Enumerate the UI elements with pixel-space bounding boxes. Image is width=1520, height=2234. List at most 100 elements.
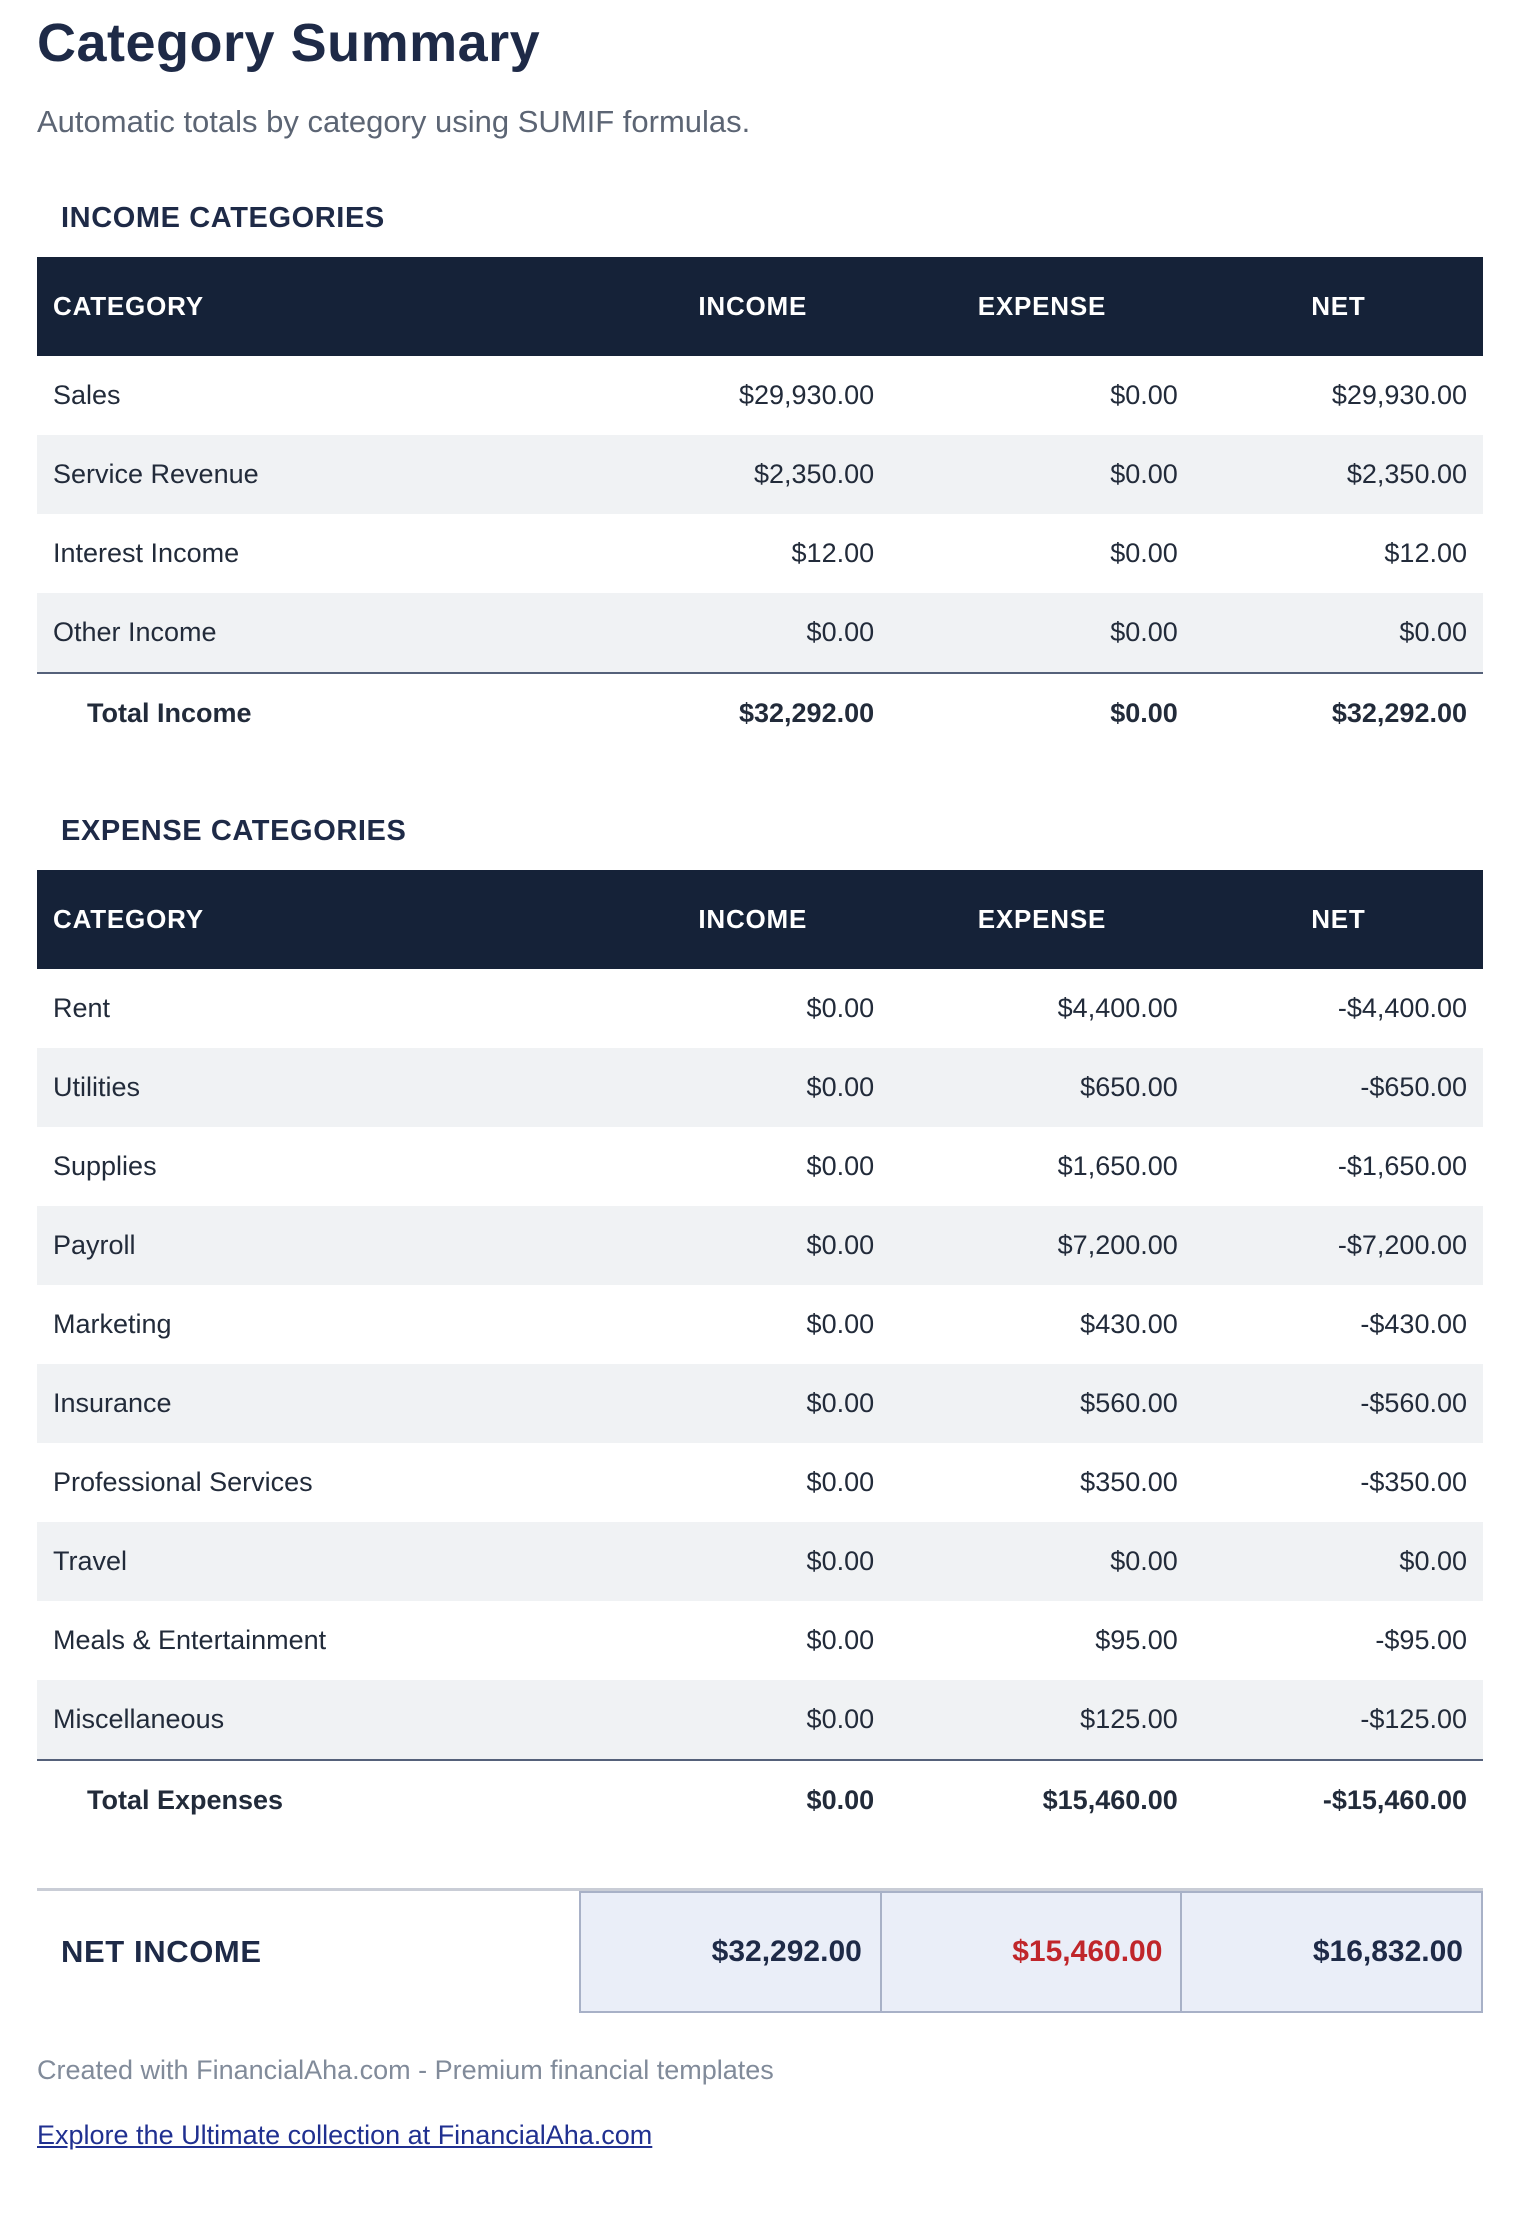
- income-section-heading: INCOME CATEGORIES: [61, 202, 385, 234]
- expense-cell: $0.00: [890, 435, 1194, 514]
- total-label: Total Income: [37, 672, 616, 753]
- income-cell: $0.00: [806, 1467, 875, 1497]
- column-header-expense: EXPENSE: [890, 870, 1194, 969]
- income-cell: $29,930.00: [738, 380, 875, 410]
- table-row: Miscellaneous $0.00 $125.00 -$125.00: [37, 1680, 1483, 1760]
- net-cell: $12.00: [1384, 538, 1467, 568]
- income-cell: $12.00: [791, 538, 875, 568]
- net-income-cells: $32,292.00 $15,460.00 $16,832.00: [579, 1891, 1483, 2013]
- net-cell: -$560.00: [1193, 1364, 1483, 1443]
- category-cell: Miscellaneous: [37, 1680, 616, 1760]
- net-cell: -$125.00: [1193, 1680, 1483, 1760]
- expense-cell: $0.00: [1110, 380, 1178, 410]
- income-cell: $0.00: [806, 1625, 875, 1655]
- table-row: Other Income $0.00 $0.00 $0.00: [37, 593, 1483, 673]
- table-row: Payroll $0.00 $7,200.00 -$7,200.00: [37, 1206, 1483, 1285]
- table-row: Sales $29,930.00 $0.00 $29,930.00: [37, 356, 1483, 435]
- net-cell: -$430.00: [1360, 1309, 1467, 1339]
- expense-cell: $0.00: [890, 593, 1194, 673]
- category-cell: Sales: [53, 380, 121, 410]
- expense-cell: $650.00: [890, 1048, 1194, 1127]
- category-cell: Meals & Entertainment: [53, 1625, 327, 1655]
- expense-cell: $0.00: [1110, 538, 1178, 568]
- total-income-row: Total Income $32,292.00 $0.00 $32,292.00: [37, 672, 1483, 753]
- column-header-category: CATEGORY: [37, 257, 616, 356]
- net-cell: $2,350.00: [1193, 435, 1483, 514]
- table-row: Utilities $0.00 $650.00 -$650.00: [37, 1048, 1483, 1127]
- column-header-expense: EXPENSE: [890, 257, 1194, 356]
- income-categories-table: CATEGORY INCOME EXPENSE NET Sales $29,93…: [37, 257, 1483, 753]
- expense-section-heading: EXPENSE CATEGORIES: [61, 815, 407, 847]
- income-cell: $0.00: [615, 1522, 891, 1601]
- expense-table-header: CATEGORY INCOME EXPENSE NET: [37, 870, 1483, 969]
- total-expenses-row: Total Expenses $0.00 $15,460.00 -$15,460…: [37, 1759, 1483, 1840]
- table-row: Marketing $0.00 $430.00 -$430.00: [37, 1285, 1483, 1364]
- expense-cell: $430.00: [1080, 1309, 1178, 1339]
- page-title: Category Summary: [37, 13, 541, 73]
- net-income-row: NET INCOME $32,292.00 $15,460.00 $16,832…: [37, 1888, 1483, 2013]
- income-cell: $0.00: [615, 1048, 891, 1127]
- total-net-value: $32,292.00: [1193, 672, 1483, 753]
- category-cell: Other Income: [37, 593, 616, 673]
- net-income-net-value: $16,832.00: [1180, 1893, 1481, 2011]
- expense-cell: $350.00: [1080, 1467, 1178, 1497]
- expense-categories-table: CATEGORY INCOME EXPENSE NET Rent $0.00 $…: [37, 870, 1483, 1840]
- column-header-net: NET: [1193, 257, 1483, 356]
- table-row: Interest Income $12.00 $0.00 $12.00: [37, 514, 1483, 593]
- column-header-income: INCOME: [615, 257, 891, 356]
- category-cell: Marketing: [53, 1309, 172, 1339]
- income-cell: $0.00: [806, 1309, 875, 1339]
- table-row: Professional Services $0.00 $350.00 -$35…: [37, 1443, 1483, 1522]
- total-income-value: $32,292.00: [615, 672, 891, 753]
- category-cell: Service Revenue: [37, 435, 616, 514]
- expense-cell: $4,400.00: [1057, 993, 1178, 1023]
- footer-note: Created with FinancialAha.com - Premium …: [37, 2055, 774, 2085]
- category-cell: Travel: [37, 1522, 616, 1601]
- category-cell: Interest Income: [53, 538, 240, 568]
- page-subtitle: Automatic totals by category using SUMIF…: [37, 104, 751, 139]
- net-cell: -$4,400.00: [1337, 993, 1467, 1023]
- footer-link[interactable]: Explore the Ultimate collection at Finan…: [37, 2120, 653, 2150]
- income-table-header: CATEGORY INCOME EXPENSE NET: [37, 257, 1483, 356]
- table-row: Supplies $0.00 $1,650.00 -$1,650.00: [37, 1127, 1483, 1206]
- category-cell: Rent: [53, 993, 111, 1023]
- total-expense-value: $0.00: [890, 672, 1194, 753]
- net-cell: $29,930.00: [1331, 380, 1467, 410]
- net-income-total-expense: $15,460.00: [879, 1893, 1181, 2011]
- income-cell: $2,350.00: [615, 435, 891, 514]
- net-cell: -$1,650.00: [1337, 1151, 1467, 1181]
- table-row: Insurance $0.00 $560.00 -$560.00: [37, 1364, 1483, 1443]
- column-header-net: NET: [1193, 870, 1483, 969]
- category-cell: Insurance: [37, 1364, 616, 1443]
- total-net-value: -$15,460.00: [1193, 1759, 1483, 1840]
- expense-cell: $0.00: [890, 1522, 1194, 1601]
- net-income-label: NET INCOME: [61, 1934, 262, 1969]
- income-cell: $0.00: [615, 593, 891, 673]
- income-cell: $0.00: [615, 1206, 891, 1285]
- category-cell: Supplies: [53, 1151, 157, 1181]
- expense-cell: $560.00: [890, 1364, 1194, 1443]
- category-cell: Utilities: [37, 1048, 616, 1127]
- category-cell: Professional Services: [53, 1467, 313, 1497]
- column-header-income: INCOME: [615, 870, 891, 969]
- income-cell: $0.00: [806, 993, 875, 1023]
- net-cell: -$95.00: [1375, 1625, 1467, 1655]
- income-cell: $0.00: [615, 1364, 891, 1443]
- net-cell: -$7,200.00: [1193, 1206, 1483, 1285]
- table-row: Travel $0.00 $0.00 $0.00: [37, 1522, 1483, 1601]
- total-label: Total Expenses: [37, 1759, 616, 1840]
- table-row: Rent $0.00 $4,400.00 -$4,400.00: [37, 969, 1483, 1048]
- expense-cell: $1,650.00: [1057, 1151, 1178, 1181]
- column-header-category: CATEGORY: [37, 870, 616, 969]
- expense-cell: $7,200.00: [890, 1206, 1194, 1285]
- net-cell: -$350.00: [1360, 1467, 1467, 1497]
- net-cell: $0.00: [1193, 593, 1483, 673]
- table-row: Meals & Entertainment $0.00 $95.00 -$95.…: [37, 1601, 1483, 1680]
- net-cell: $0.00: [1193, 1522, 1483, 1601]
- net-income-total-income: $32,292.00: [581, 1893, 880, 2011]
- expense-cell: $95.00: [1095, 1625, 1178, 1655]
- net-cell: -$650.00: [1193, 1048, 1483, 1127]
- income-cell: $0.00: [615, 1680, 891, 1760]
- expense-cell: $125.00: [890, 1680, 1194, 1760]
- table-row: Service Revenue $2,350.00 $0.00 $2,350.0…: [37, 435, 1483, 514]
